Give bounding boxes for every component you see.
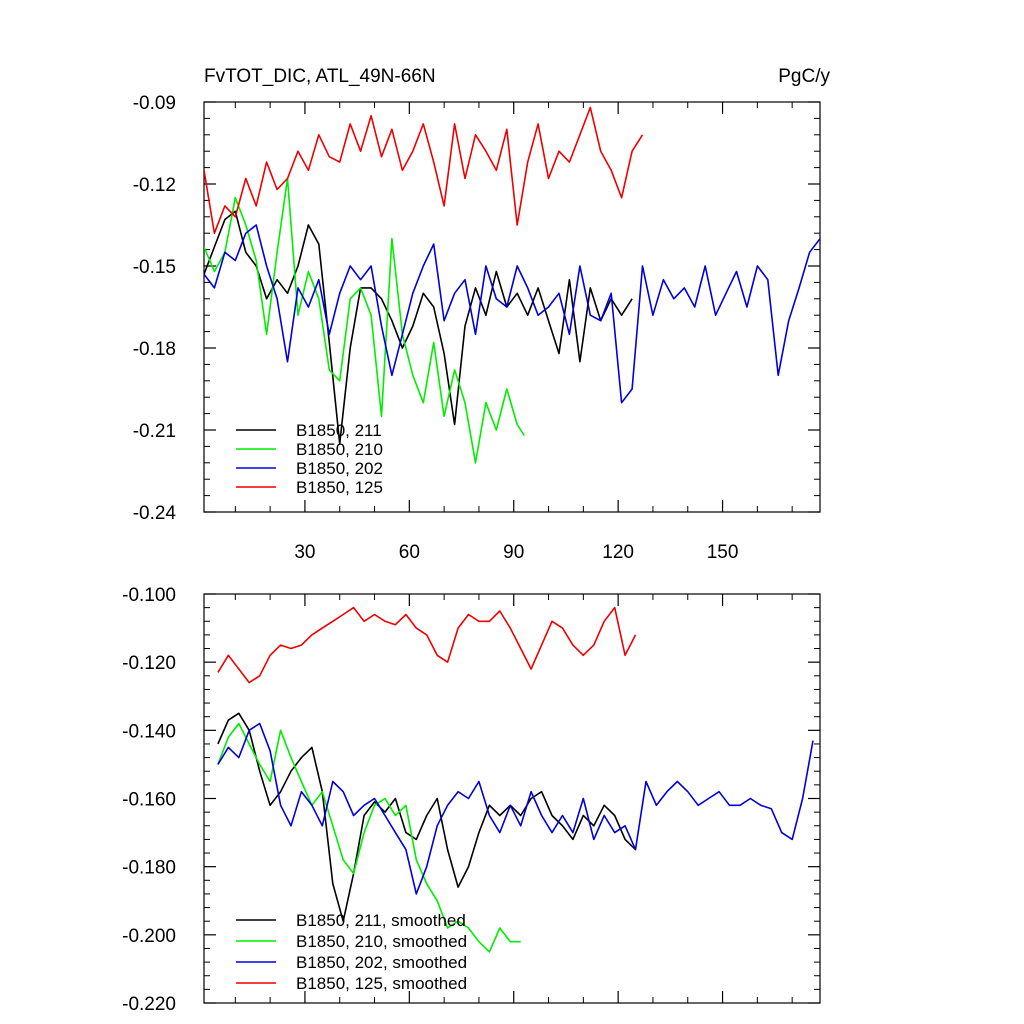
series-line-b1850-210-smoothed xyxy=(217,722,521,953)
legend-label: B1850, 210, smoothed xyxy=(296,932,467,951)
x-tick-label: 150 xyxy=(707,542,739,563)
y-tick-label: -0.09 xyxy=(133,93,176,114)
legend-label: B1850, 202, smoothed xyxy=(296,953,467,972)
legend-label: B1850, 211 xyxy=(296,421,382,440)
x-tick-label: 60 xyxy=(399,542,420,563)
y-tick-label: -0.160 xyxy=(122,790,176,811)
chart-title: FvTOT_DIC, ATL_49N-66N xyxy=(204,66,436,87)
series-line-b1850-125 xyxy=(204,106,644,234)
legend-label: B1850, 125 xyxy=(296,478,383,497)
bottom-panel: -0.220 -0.200 -0.180 -0.160 -0.140 -0.120 -0.1… xyxy=(122,585,821,1015)
y-tick-label: -0.220 xyxy=(122,994,176,1015)
y-tick-label: -0.140 xyxy=(122,721,176,742)
series-line-b1850-202 xyxy=(204,224,820,404)
y-tick-label: -0.180 xyxy=(122,858,176,879)
chart-units: PgC/y xyxy=(778,66,830,87)
plot-frame xyxy=(203,101,821,513)
legend-label: B1850, 211, smoothed xyxy=(296,911,466,930)
top-panel: -0.24 -0.21 -0.18 -0.15 -0.12 -0.09 30 60 90 120 1… xyxy=(133,93,821,563)
x-tick-label: 30 xyxy=(294,542,315,563)
y-tick-label: -0.120 xyxy=(122,653,176,674)
x-tick-label: 90 xyxy=(503,542,524,563)
y-tick-label: -0.200 xyxy=(122,926,176,947)
legend-label: B1850, 210 xyxy=(296,440,383,459)
series-line-b1850-211 xyxy=(204,210,633,445)
legend-label: B1850, 202 xyxy=(296,459,383,478)
y-tick-label: -0.18 xyxy=(133,339,176,360)
series-line-b1850-211-smoothed xyxy=(217,712,637,923)
y-tick-label: -0.21 xyxy=(133,421,176,442)
series-line-b1850-125-smoothed xyxy=(217,606,637,684)
series-line-b1850-202-smoothed xyxy=(217,722,814,895)
y-tick-label: -0.12 xyxy=(133,175,176,196)
legend-label: B1850, 125, smoothed xyxy=(296,974,467,993)
y-tick-label: -0.15 xyxy=(133,257,176,278)
y-tick-label: -0.100 xyxy=(122,585,176,606)
y-tick-label: -0.24 xyxy=(133,503,177,524)
x-tick-label: 120 xyxy=(602,542,634,563)
series-line-b1850-210 xyxy=(204,177,525,464)
